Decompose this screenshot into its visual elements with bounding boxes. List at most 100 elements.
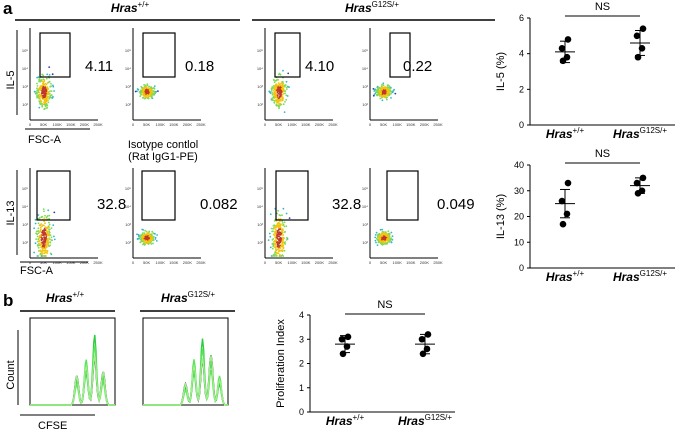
flow-event <box>49 252 52 255</box>
flow-event <box>382 240 385 242</box>
flow-x-tick: 250K <box>196 122 206 127</box>
flow-event <box>281 80 284 83</box>
flow-event <box>154 238 157 240</box>
y-tick-label: 30 <box>514 186 524 196</box>
flow-event <box>154 233 156 235</box>
flow-event <box>272 233 275 236</box>
y-axis-label: IL-5 (%) <box>495 52 507 91</box>
flow-event <box>282 69 284 72</box>
flow-event <box>38 240 41 243</box>
y-tick-label: 20 <box>514 212 524 222</box>
annotation: NS <box>595 1 610 13</box>
flow-event <box>43 98 45 100</box>
flow-event <box>49 238 51 241</box>
flow-event <box>42 85 45 88</box>
flow-x-tick: 100K <box>393 260 403 265</box>
flow-event <box>385 97 388 99</box>
flow-event <box>285 212 288 215</box>
gate <box>142 32 176 78</box>
flow-event <box>376 244 379 247</box>
histogram-y-label: Count <box>5 360 17 389</box>
flow-x-tick: 50K <box>275 122 282 127</box>
flow-event <box>384 237 387 240</box>
gate <box>39 32 71 78</box>
flow-y-tick: 10² <box>22 102 28 107</box>
flow-event <box>36 82 38 85</box>
flow-event <box>378 233 381 236</box>
flow-event <box>276 88 279 91</box>
flow-event <box>44 222 46 225</box>
flow-event <box>275 239 278 242</box>
flow-y-tick: 10⁴ <box>125 204 131 209</box>
flow-event <box>44 94 47 97</box>
flow-event <box>39 103 42 106</box>
data-point <box>338 335 346 343</box>
flow-event <box>288 217 291 220</box>
flow-event <box>144 233 146 236</box>
flow-event <box>141 236 144 239</box>
flow-event <box>48 231 51 234</box>
flow-event <box>283 111 286 113</box>
flow-event <box>382 82 385 85</box>
flow-event <box>275 224 278 227</box>
flow-event <box>140 240 143 243</box>
flow-event <box>39 94 42 97</box>
flow-event <box>384 86 387 89</box>
flow-event <box>379 228 382 231</box>
flow-event <box>142 96 145 99</box>
flow-event <box>156 234 159 236</box>
flow-event <box>44 255 46 257</box>
flow-x-tick: 200K <box>420 122 430 127</box>
genotype-label: Hras+/+ <box>111 0 150 15</box>
flow-event <box>381 92 384 95</box>
genotype-superscript: G12S/+ <box>425 413 453 422</box>
flow-event <box>47 91 50 94</box>
flow-x-tick: 100K <box>156 122 166 127</box>
flow-event <box>144 235 147 238</box>
flow-event <box>274 236 277 239</box>
flow-event <box>386 86 389 88</box>
flow-event <box>39 230 42 233</box>
flow-y-tick: 10³ <box>125 222 131 227</box>
data-point <box>634 53 642 61</box>
flow-event <box>151 87 154 90</box>
data-point <box>633 179 641 187</box>
gate <box>389 32 411 78</box>
genotype-label: HrasG12S/+ <box>161 290 215 305</box>
flow-event <box>145 234 148 236</box>
flow-event <box>377 236 379 239</box>
flow-event <box>277 224 280 227</box>
flow-event <box>148 85 151 88</box>
genotype-name: Hras <box>398 414 425 428</box>
flow-event <box>47 101 50 104</box>
flow-event <box>281 82 284 85</box>
flow-event <box>153 91 156 94</box>
genotype-label: Hras+/+ <box>46 290 85 305</box>
flow-event <box>282 247 285 250</box>
flow-event <box>284 90 287 92</box>
flow-event <box>49 90 51 93</box>
flow-event <box>282 223 285 226</box>
genotype-superscript: G12S/+ <box>188 290 216 299</box>
flow-event <box>39 234 42 237</box>
gate-value: 0.082 <box>200 196 238 213</box>
flow-y-tick: 10³ <box>362 84 368 89</box>
flow-event <box>272 238 275 240</box>
flow-x-tick: 100K <box>156 260 166 265</box>
flow-event <box>44 88 47 90</box>
flow-event <box>150 96 153 99</box>
flow-y-tick: 10⁴ <box>125 66 131 71</box>
panel-label: a <box>3 0 13 18</box>
flow-event <box>268 232 271 235</box>
flow-event <box>273 240 275 243</box>
flow-event <box>37 217 40 220</box>
flow-event <box>380 242 382 245</box>
flow-event <box>143 94 146 97</box>
flow-event <box>147 97 149 100</box>
flow-event <box>275 83 278 86</box>
flow-event <box>273 93 275 96</box>
flow-event <box>281 222 284 224</box>
flow-event <box>272 245 275 248</box>
flow-event <box>384 94 386 97</box>
flow-event <box>35 230 38 233</box>
